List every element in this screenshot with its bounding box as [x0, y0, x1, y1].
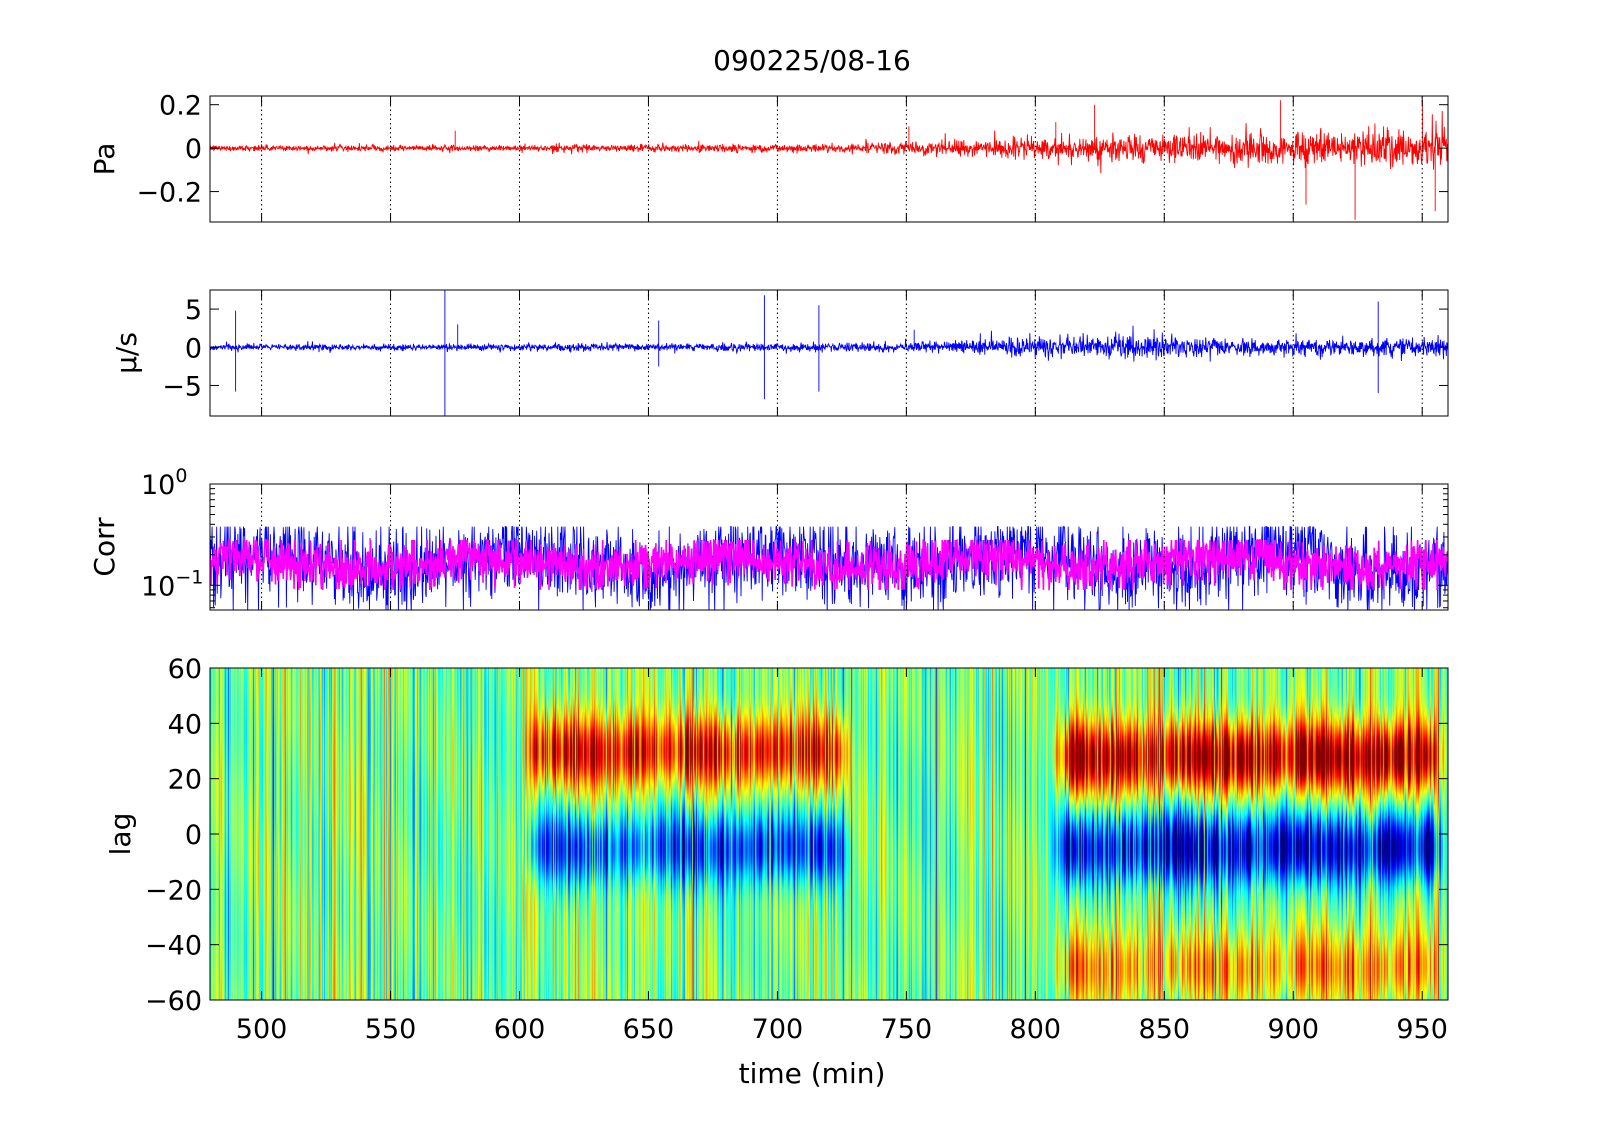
- x-tick-label: 500: [236, 1014, 288, 1045]
- x-tick-label: 700: [752, 1014, 804, 1045]
- x-axis-label: time (min): [739, 1057, 886, 1090]
- signal-line: [210, 100, 1448, 220]
- y-tick-label-base: 10: [141, 571, 175, 602]
- signal-line: [210, 290, 1448, 416]
- figure-title: 090225/08-16: [713, 44, 911, 77]
- y-tick-label: −5: [162, 371, 202, 402]
- axes-frame: [209, 483, 1449, 611]
- panel-4: −60 −40 −20 0 20 40 60 lag 500 550 600 650 700 750 800…: [104, 654, 1449, 1045]
- y-tick-label: 5: [185, 295, 202, 326]
- axes-frame: [209, 95, 1449, 223]
- panel-1: −0.2 0 0.2 Pa: [88, 91, 1449, 223]
- y-tick-label: 0.2: [159, 91, 202, 122]
- x-tick-label: 900: [1267, 1014, 1319, 1045]
- series-line-2: [210, 538, 1448, 590]
- x-tick-label: 550: [365, 1014, 417, 1045]
- y-tick-label-exponent: −1: [175, 566, 203, 588]
- x-tick-label: 800: [1010, 1014, 1062, 1045]
- y-tick-label: 0: [185, 820, 202, 851]
- y-axis-label: Pa: [88, 143, 121, 176]
- y-axis-label: Corr: [88, 517, 121, 577]
- axes-frame: [209, 289, 1449, 417]
- y-tick-label: 0: [185, 134, 202, 165]
- plot-area-3: [210, 484, 1448, 610]
- y-axis-label: μ/s: [110, 332, 143, 374]
- y-tick-label: 100: [141, 465, 187, 501]
- y-tick-label: 10−1: [141, 566, 203, 602]
- plot-area-1: [210, 96, 1448, 222]
- plot-area-2: [210, 290, 1448, 416]
- x-tick-label: 850: [1139, 1014, 1191, 1045]
- x-tick-label: 950: [1396, 1014, 1448, 1045]
- y-tick-label: −60: [145, 986, 202, 1017]
- x-tick-label: 750: [881, 1014, 933, 1045]
- y-tick-label: −20: [145, 875, 202, 906]
- y-axis-label: lag: [104, 813, 137, 856]
- y-tick-label-base: 10: [141, 470, 175, 501]
- y-tick-label: −40: [145, 931, 202, 962]
- panels: −0.200.2Pa−505μ/s10010−1Corr−60−40−20020…: [88, 91, 1449, 1045]
- panel-2: −5 0 5 μ/s: [110, 289, 1449, 417]
- plot-area-4: [210, 668, 1448, 1000]
- y-tick-label: 60: [168, 654, 202, 685]
- y-tick-label: 20: [168, 765, 202, 796]
- y-tick-label: −0.2: [136, 178, 202, 209]
- x-tick-label: 650: [623, 1014, 675, 1045]
- heatmap-image: [210, 668, 1448, 1000]
- y-tick-label-exponent: 0: [175, 465, 187, 487]
- x-tick-label: 600: [494, 1014, 546, 1045]
- y-tick-label: 40: [168, 709, 202, 740]
- y-tick-label: 0: [185, 333, 202, 364]
